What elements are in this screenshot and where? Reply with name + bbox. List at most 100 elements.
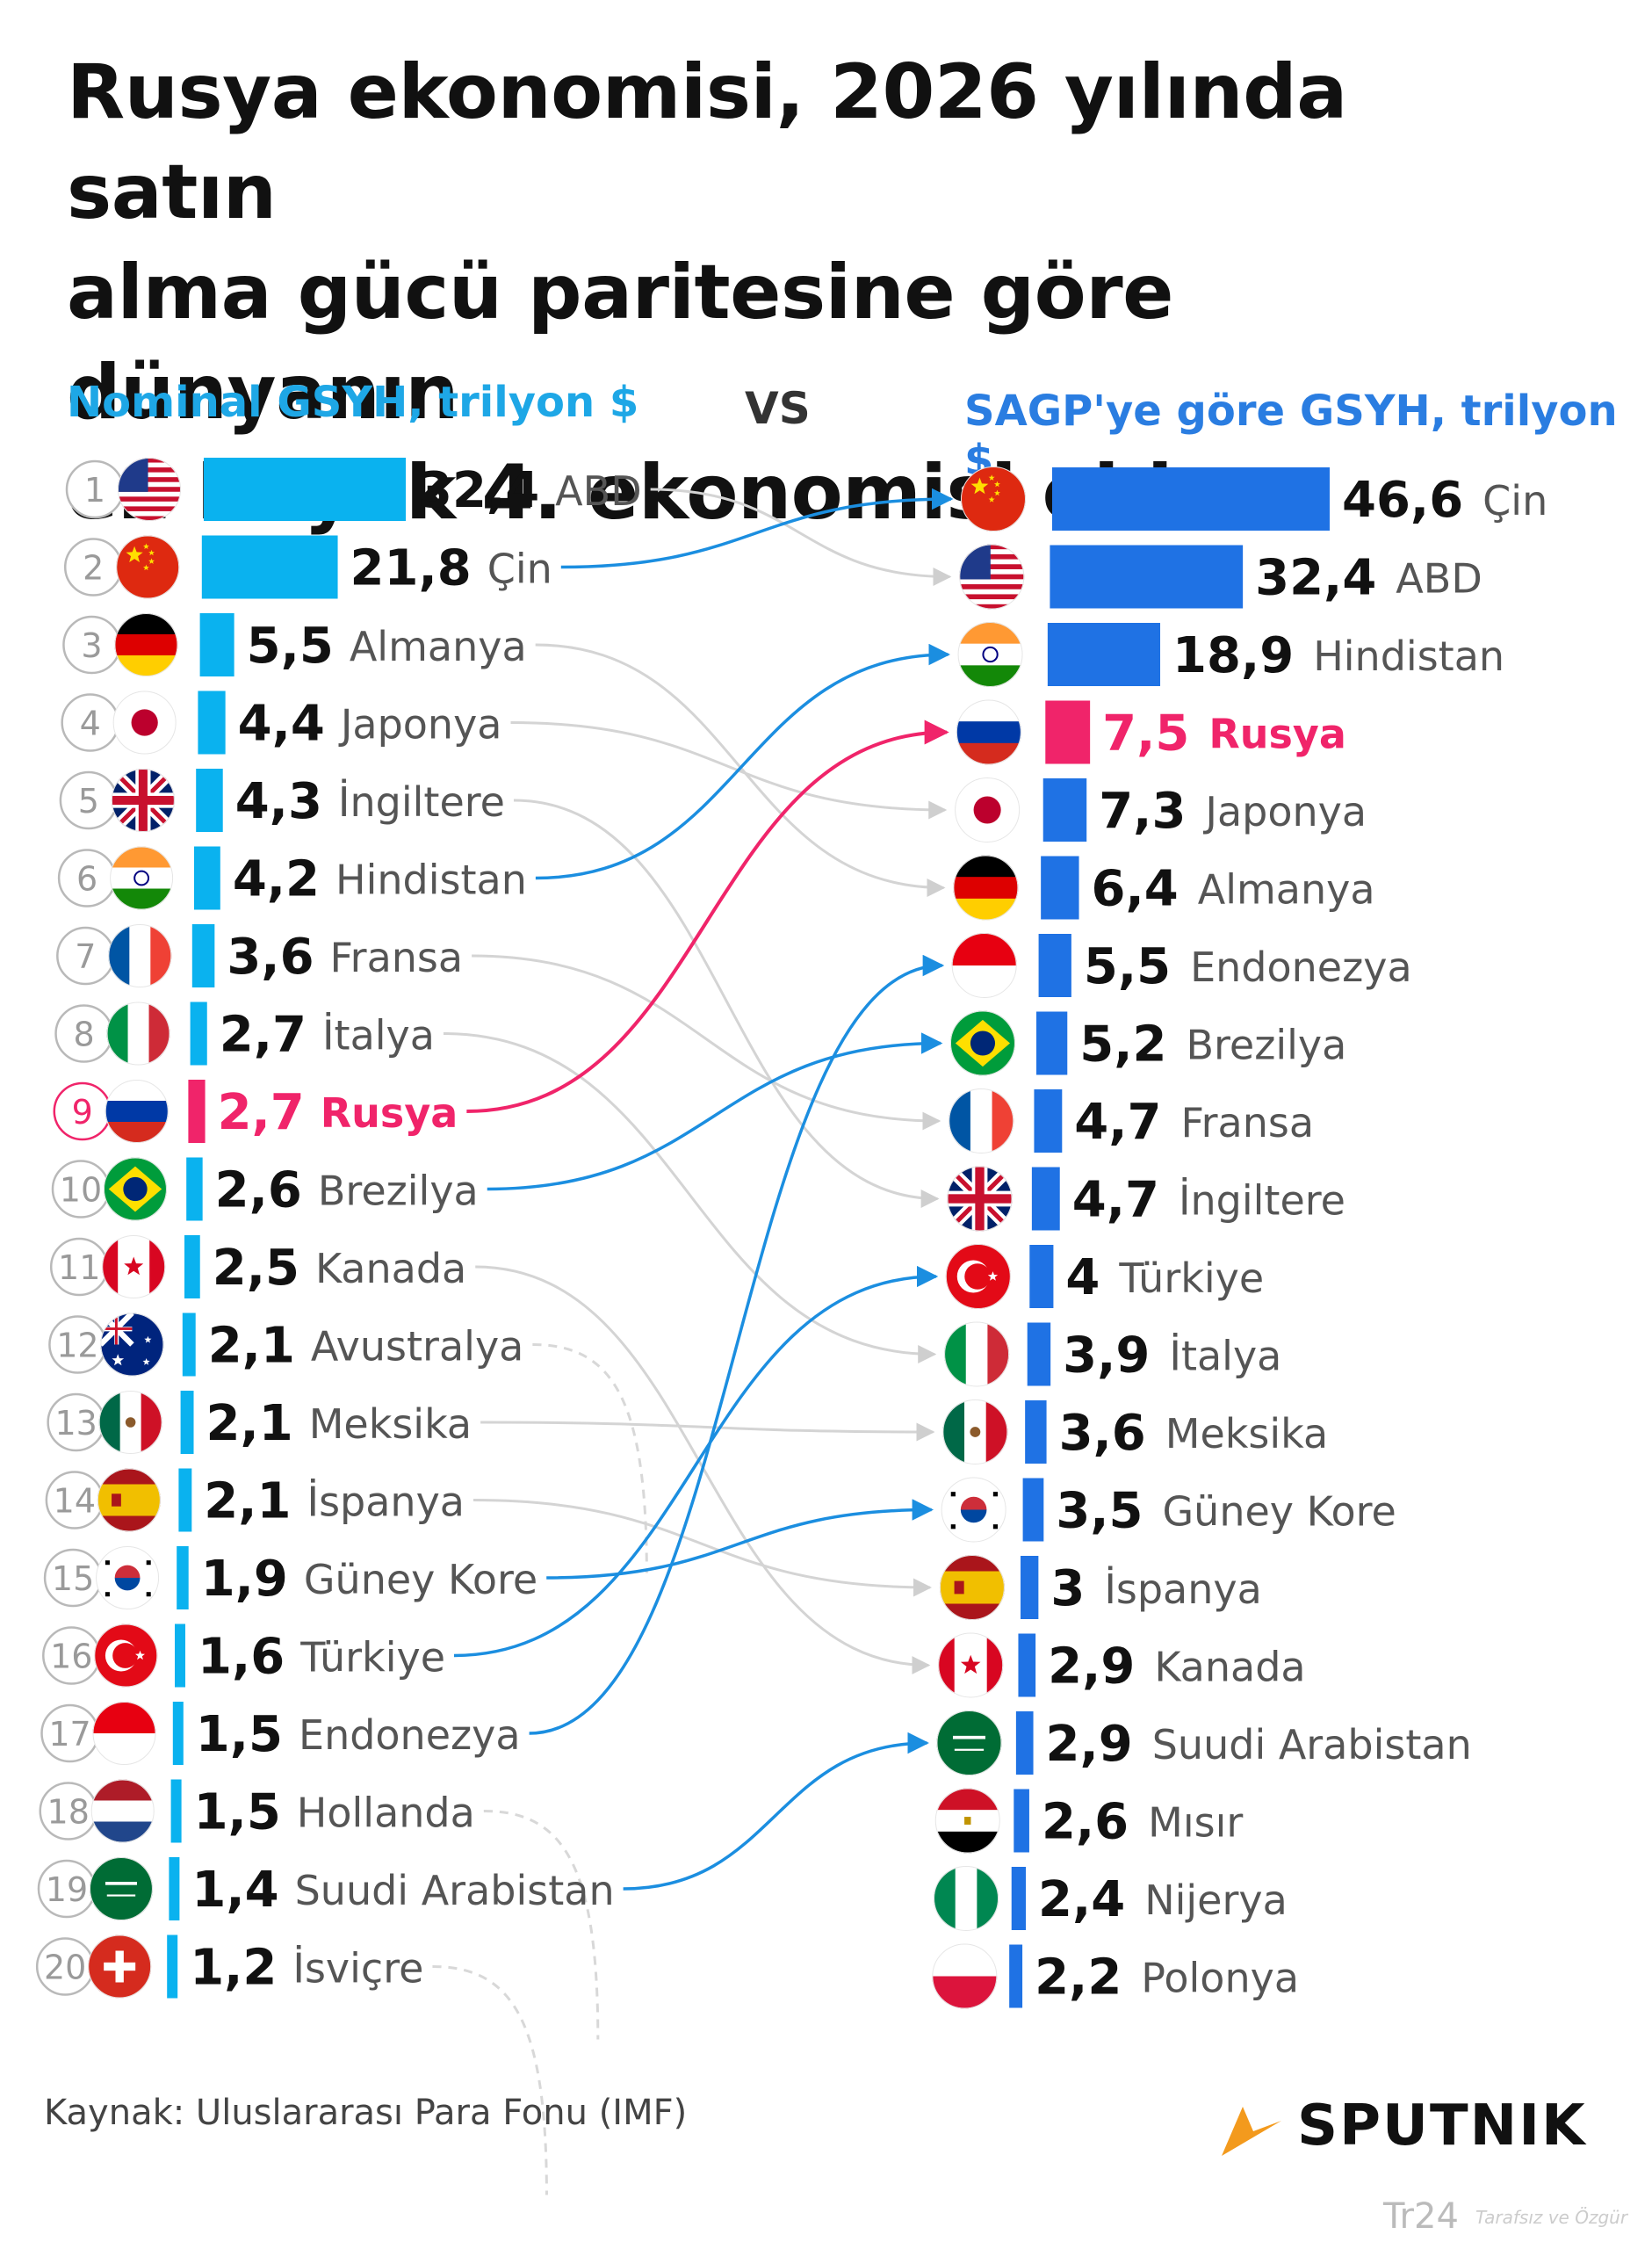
bar bbox=[1034, 1089, 1063, 1153]
value-label: 3 bbox=[1050, 1560, 1085, 1617]
bar bbox=[1036, 1011, 1068, 1075]
us-flag-icon bbox=[959, 544, 1025, 610]
es-flag-icon bbox=[97, 1468, 161, 1532]
value-label: 3,5 bbox=[1056, 1483, 1143, 1540]
value-label: 2,1 bbox=[206, 1395, 293, 1452]
nl-flag-icon bbox=[90, 1779, 155, 1843]
rank-number: 9 bbox=[72, 1093, 93, 1132]
rank-number: 14 bbox=[54, 1482, 96, 1521]
right-row-3: 18,9 Hindistan bbox=[957, 622, 1504, 687]
sa-flag-icon bbox=[936, 1710, 1002, 1775]
value-label: 3,6 bbox=[227, 929, 314, 986]
left-row-6: 6 4,2 Hindistan bbox=[57, 846, 527, 910]
country-label: Kanada bbox=[315, 1245, 466, 1292]
connector-16 bbox=[453, 1265, 939, 1658]
value-label: 5,5 bbox=[247, 618, 334, 675]
right-row-17: 2,9 Suudi Arabistan bbox=[936, 1710, 1472, 1775]
value-label: 2,7 bbox=[218, 1084, 305, 1141]
ca-flag-icon bbox=[102, 1235, 166, 1298]
mx-flag-icon bbox=[942, 1399, 1008, 1464]
cn-flag-icon bbox=[116, 535, 180, 599]
rank-number: 7 bbox=[75, 937, 96, 976]
es-flag-icon bbox=[939, 1555, 1005, 1620]
country-label: Hollanda bbox=[297, 1790, 475, 1837]
bar bbox=[177, 1546, 189, 1609]
country-label: İtalya bbox=[1169, 1333, 1281, 1380]
bar bbox=[198, 691, 226, 755]
brand-name: SPUTNIK bbox=[1297, 2094, 1587, 2159]
right-row-19: 2,4 Nijerya bbox=[934, 1866, 1288, 1931]
left-row-10: 10 2,6 Brezilya bbox=[51, 1157, 479, 1221]
country-label: Rusya bbox=[321, 1089, 458, 1137]
right-row-15: 3 İspanya bbox=[939, 1555, 1262, 1620]
value-label: 2,6 bbox=[215, 1162, 302, 1219]
left-row-9: 9 2,7 Rusya bbox=[53, 1080, 458, 1143]
ru-flag-icon bbox=[105, 1080, 169, 1143]
left-chart-rows: 1 32,4 ABD 2 21,8 Çin 3 5,5 Almanya 4 4,4 Japonya 5 4… bbox=[35, 458, 642, 1999]
value-label: 1,9 bbox=[201, 1551, 288, 1608]
country-label: Çin bbox=[487, 546, 552, 593]
rank-number: 19 bbox=[46, 1870, 88, 1909]
value-label: 4,3 bbox=[235, 773, 322, 830]
cn-flag-icon bbox=[961, 466, 1026, 532]
bar bbox=[1021, 1556, 1039, 1619]
rank-number: 16 bbox=[50, 1638, 92, 1676]
rank-number: 8 bbox=[73, 1016, 94, 1054]
brand-logo: SPUTNIK bbox=[1216, 2091, 1587, 2161]
left-row-5: 5 4,3 İngiltere bbox=[59, 769, 505, 832]
pl-flag-icon bbox=[932, 1943, 998, 2009]
country-label: Hindistan bbox=[1313, 633, 1504, 680]
bar bbox=[1031, 1167, 1060, 1231]
left-row-12: 12 2,1 Avustralya bbox=[48, 1313, 523, 1377]
rank-number: 11 bbox=[58, 1248, 100, 1287]
right-row-1: 46,6 Çin bbox=[961, 466, 1547, 532]
bar bbox=[186, 1157, 203, 1221]
country-label: ABD bbox=[1396, 555, 1482, 603]
right-row-20: 2,2 Polonya bbox=[932, 1943, 1299, 2009]
right-row-4: 7,5 Rusya bbox=[956, 699, 1346, 765]
country-label: Kanada bbox=[1154, 1644, 1305, 1691]
watermark-tagline: Tarafsız ve Özgür bbox=[1475, 2207, 1628, 2228]
value-label: 3,6 bbox=[1059, 1405, 1146, 1462]
it-flag-icon bbox=[106, 1002, 170, 1066]
connector-6 bbox=[535, 643, 951, 880]
rank-number: 3 bbox=[81, 626, 102, 665]
value-label: 2,9 bbox=[1046, 1716, 1133, 1773]
value-label: 6,4 bbox=[1092, 861, 1179, 918]
value-label: 1,5 bbox=[194, 1784, 281, 1841]
country-label: İsviçre bbox=[292, 1945, 423, 1992]
left-row-18: 18 1,5 Hollanda bbox=[39, 1779, 475, 1843]
value-label: 4,7 bbox=[1072, 1172, 1159, 1229]
rank-number: 5 bbox=[78, 782, 99, 821]
in-flag-icon bbox=[957, 622, 1023, 687]
bar bbox=[1015, 1711, 1034, 1775]
value-label: 46,6 bbox=[1342, 472, 1463, 529]
bar bbox=[188, 1080, 206, 1143]
rank-number: 4 bbox=[80, 705, 101, 743]
left-row-3: 3 5,5 Almanya bbox=[62, 613, 527, 676]
value-label: 2,1 bbox=[204, 1473, 291, 1530]
value-label: 4 bbox=[1065, 1249, 1100, 1306]
value-label: 3,9 bbox=[1063, 1327, 1150, 1385]
value-label: 1,2 bbox=[190, 1940, 277, 1997]
right-row-8: 5,2 Brezilya bbox=[949, 1010, 1346, 1076]
br-flag-icon bbox=[949, 1010, 1015, 1076]
right-row-13: 3,6 Meksika bbox=[942, 1399, 1328, 1464]
bar bbox=[1014, 1789, 1029, 1853]
source-note: Kaynak: Uluslararası Para Fonu (IMF) bbox=[44, 2093, 688, 2133]
bar bbox=[1011, 1867, 1027, 1930]
left-chart-header: Nominal GSYH, trilyon $ bbox=[67, 378, 639, 427]
bar bbox=[1047, 623, 1161, 686]
bar bbox=[167, 1934, 178, 1999]
left-row-7: 7 3,6 Fransa bbox=[56, 924, 463, 987]
bar bbox=[182, 1313, 196, 1377]
country-label: Endonezya bbox=[1190, 944, 1412, 991]
bar bbox=[169, 1857, 180, 1920]
country-label: Meksika bbox=[1165, 1410, 1328, 1457]
left-row-1: 1 32,4 ABD bbox=[65, 458, 642, 521]
bar bbox=[199, 613, 234, 676]
sputnik-logo-icon bbox=[1222, 2107, 1281, 2156]
rank-number: 12 bbox=[56, 1327, 98, 1365]
